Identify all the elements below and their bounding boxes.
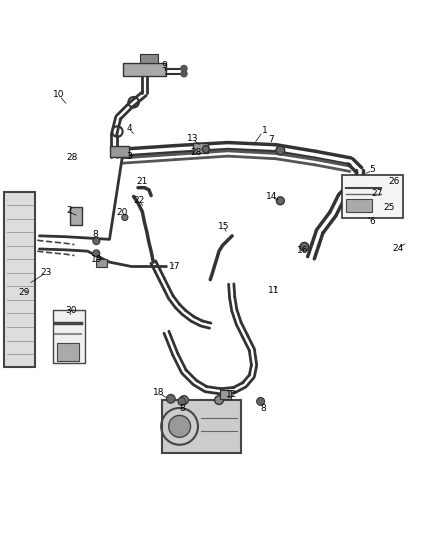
Circle shape bbox=[166, 394, 175, 403]
Circle shape bbox=[276, 146, 285, 155]
Circle shape bbox=[257, 398, 265, 405]
Circle shape bbox=[178, 398, 186, 405]
Circle shape bbox=[215, 395, 223, 405]
Text: 7: 7 bbox=[268, 135, 275, 144]
Circle shape bbox=[169, 415, 191, 437]
Text: 15: 15 bbox=[218, 222, 229, 231]
Text: 24: 24 bbox=[392, 245, 403, 254]
Text: 19: 19 bbox=[91, 255, 102, 264]
Text: 9: 9 bbox=[161, 61, 167, 69]
Text: 22: 22 bbox=[134, 196, 145, 205]
Text: 26: 26 bbox=[389, 177, 400, 186]
Text: 2: 2 bbox=[67, 206, 72, 215]
Bar bbox=[140, 54, 158, 63]
Bar bbox=[57, 343, 79, 361]
Text: 3: 3 bbox=[126, 151, 132, 160]
Text: 10: 10 bbox=[53, 90, 65, 99]
Text: 18: 18 bbox=[153, 387, 164, 397]
Text: 16: 16 bbox=[297, 246, 308, 255]
Bar bbox=[346, 199, 372, 212]
Text: 28: 28 bbox=[191, 148, 202, 157]
Bar bbox=[220, 390, 231, 399]
Bar bbox=[193, 143, 208, 152]
Bar bbox=[53, 310, 85, 363]
Text: 29: 29 bbox=[18, 288, 30, 297]
Text: 12: 12 bbox=[226, 390, 238, 399]
Circle shape bbox=[93, 238, 100, 245]
Circle shape bbox=[181, 66, 187, 71]
Text: 20: 20 bbox=[117, 208, 128, 217]
Circle shape bbox=[181, 71, 187, 77]
Text: 14: 14 bbox=[266, 192, 277, 201]
Text: 8: 8 bbox=[92, 230, 99, 239]
Text: 23: 23 bbox=[40, 268, 51, 277]
Text: 1: 1 bbox=[262, 126, 268, 135]
Circle shape bbox=[122, 214, 128, 221]
Text: 8: 8 bbox=[179, 405, 185, 414]
Text: 27: 27 bbox=[371, 189, 382, 198]
Text: 17: 17 bbox=[170, 262, 181, 271]
Bar bbox=[96, 259, 107, 266]
Text: 4: 4 bbox=[127, 124, 132, 133]
Circle shape bbox=[202, 146, 209, 152]
Text: 13: 13 bbox=[187, 134, 198, 143]
Text: 5: 5 bbox=[369, 165, 375, 174]
Bar bbox=[123, 63, 166, 76]
Bar bbox=[342, 174, 403, 219]
Text: 28: 28 bbox=[67, 154, 78, 163]
Text: 6: 6 bbox=[369, 217, 375, 226]
Circle shape bbox=[93, 250, 100, 257]
Circle shape bbox=[276, 197, 284, 205]
Bar bbox=[162, 400, 241, 453]
Text: 25: 25 bbox=[384, 203, 395, 212]
Circle shape bbox=[300, 243, 309, 251]
Text: 11: 11 bbox=[268, 286, 279, 295]
Text: 30: 30 bbox=[66, 306, 77, 315]
Text: 21: 21 bbox=[137, 177, 148, 187]
Text: 8: 8 bbox=[260, 405, 266, 414]
Bar bbox=[4, 192, 35, 367]
Circle shape bbox=[180, 395, 188, 405]
Bar bbox=[110, 146, 129, 157]
Bar bbox=[70, 207, 82, 225]
